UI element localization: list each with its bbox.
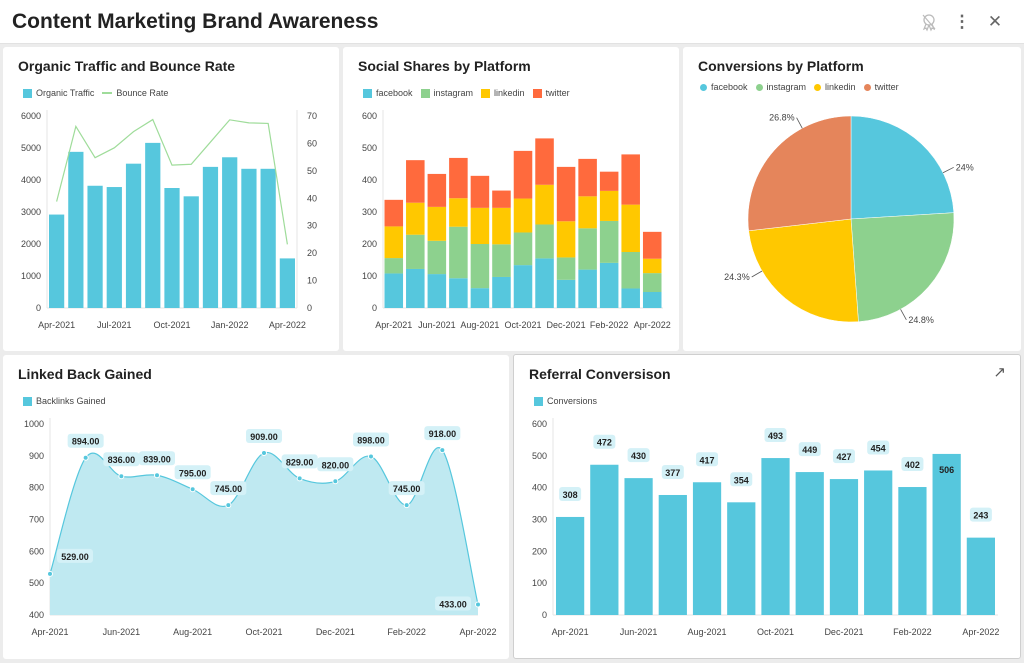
social-shares-panel: Social Shares by Platform facebook insta…: [343, 47, 679, 351]
legend-label: twitter: [874, 82, 899, 92]
legend-swatch: [755, 83, 763, 91]
legend-item-conversions[interactable]: Conversions: [534, 396, 597, 406]
more-vertical-icon[interactable]: ⋮: [953, 12, 971, 31]
legend-swatch: [534, 396, 543, 406]
legend-swatch: [814, 83, 822, 91]
panel-title: Linked Back Gained: [18, 366, 152, 382]
legend-item-backlinks[interactable]: Backlinks Gained: [23, 396, 106, 406]
legend-swatch: [23, 396, 32, 406]
legend-swatch: [102, 92, 113, 94]
legend-label: twitter: [545, 88, 570, 98]
panel-title: Organic Traffic and Bounce Rate: [18, 58, 236, 74]
legend-item-twitter[interactable]: twitter: [863, 82, 899, 92]
legend-item-instagram[interactable]: instagram: [420, 88, 474, 98]
legend: Conversions: [534, 396, 597, 406]
legend-label: Conversions: [547, 396, 598, 406]
legend-label: facebook: [711, 82, 748, 92]
legend-item-linkedin[interactable]: linkedin: [481, 88, 525, 98]
panel-title: Referral Conversison: [529, 366, 671, 382]
legend-label: linkedin: [494, 88, 525, 98]
organic-traffic-panel: Organic Traffic and Bounce Rate Organic …: [3, 47, 339, 351]
expand-icon[interactable]: ↗: [993, 364, 1006, 381]
badge-icon[interactable]: [919, 12, 939, 32]
legend-label: Organic Traffic: [36, 88, 95, 98]
legend-item-bounce-rate[interactable]: Bounce Rate: [102, 88, 168, 98]
legend-item-instagram[interactable]: instagram: [755, 82, 807, 92]
conversions-panel: Conversions by Platform facebook instagr…: [683, 47, 1021, 351]
legend-item-facebook[interactable]: facebook: [363, 88, 413, 98]
legend-swatch: [700, 83, 707, 91]
close-icon[interactable]: ✕: [987, 12, 1003, 31]
legend-label: facebook: [376, 88, 413, 98]
legend-swatch: [420, 88, 430, 98]
legend-swatch: [481, 88, 491, 98]
legend-item-organic-traffic[interactable]: Organic Traffic: [23, 88, 94, 98]
legend-label: Bounce Rate: [116, 88, 169, 98]
dashboard-header: Content Marketing Brand Awareness ⋮ ✕: [0, 0, 1024, 44]
legend: facebook instagram linkedin twitter: [700, 82, 899, 92]
legend: Backlinks Gained: [23, 396, 106, 406]
legend-label: Backlinks Gained: [36, 396, 106, 406]
legend-item-facebook[interactable]: facebook: [700, 82, 748, 92]
legend-item-linkedin[interactable]: linkedin: [814, 82, 856, 92]
legend-swatch: [532, 88, 542, 98]
legend-swatch: [363, 88, 372, 98]
legend-item-twitter[interactable]: twitter: [532, 88, 570, 98]
referral-panel: Referral Conversison ↗ Conversions: [513, 354, 1021, 659]
legend-swatch: [23, 88, 32, 98]
legend-label: instagram: [766, 82, 807, 92]
legend-label: instagram: [433, 88, 474, 98]
legend-label: linkedin: [825, 82, 856, 92]
legend-swatch: [863, 83, 871, 91]
legend: Organic Traffic Bounce Rate: [23, 88, 168, 98]
panel-title: Conversions by Platform: [698, 58, 864, 74]
panel-title: Social Shares by Platform: [358, 58, 531, 74]
legend: facebook instagram linkedin twitter: [363, 88, 570, 98]
linked-back-panel: Linked Back Gained Backlinks Gained: [3, 355, 509, 659]
dashboard-title: Content Marketing Brand Awareness: [12, 10, 379, 33]
